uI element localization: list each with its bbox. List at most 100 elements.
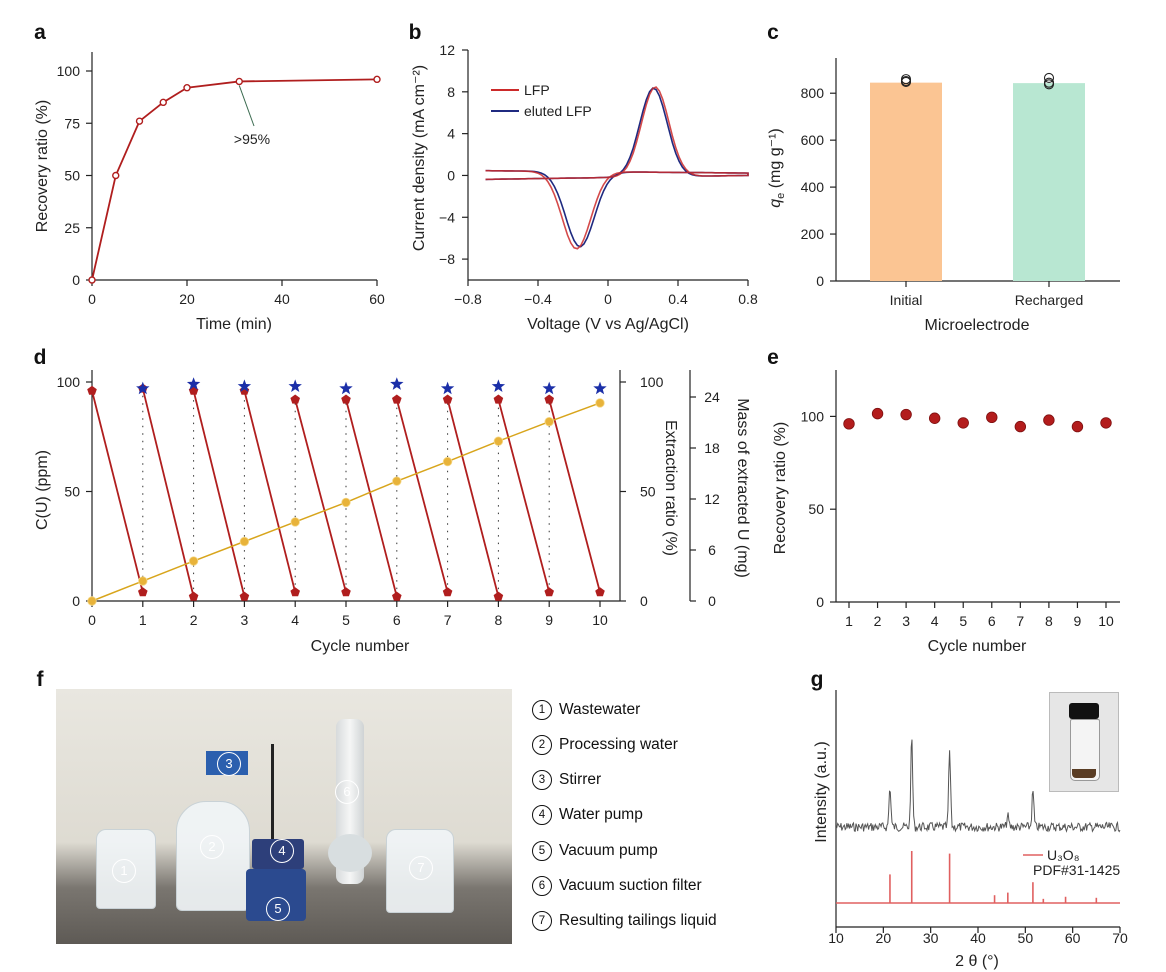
g-xtick-label: 70 <box>1112 930 1128 946</box>
b-xlabel: Voltage (V vs Ag/AgCl) <box>527 316 689 333</box>
a-point <box>135 117 144 125</box>
e-xtick-label: 7 <box>1016 613 1024 629</box>
b-ytick-label: 8 <box>447 84 455 100</box>
d-xtick-label: 1 <box>139 612 147 628</box>
panel-label-b: b <box>409 21 422 44</box>
g-xtick-label: 60 <box>1065 930 1081 946</box>
legend-item-stirrer: 3 Stirrer <box>532 770 601 790</box>
d-concentration-low-point <box>442 587 453 597</box>
d-xtick-label: 0 <box>88 612 96 628</box>
d-concentration-low-point <box>493 591 504 601</box>
vial-powder <box>1072 769 1096 778</box>
d-mass-point <box>493 436 504 446</box>
d-mass-point <box>595 398 605 408</box>
d-concentration-segment <box>548 399 601 593</box>
d-concentration-low-point <box>341 587 351 597</box>
e-ytick-label: 100 <box>801 408 825 424</box>
g-xtick-label: 40 <box>970 930 986 946</box>
c-ytick-label: 0 <box>816 273 824 289</box>
d-concentration-segment <box>294 399 347 593</box>
photo-label-4: 4 <box>270 839 294 863</box>
d-ytick-left-label: 0 <box>72 593 80 609</box>
wastewater-container <box>96 829 156 909</box>
stirrer-stand <box>271 744 274 864</box>
d-mass-point <box>138 576 148 586</box>
d-concentration-high-point <box>493 394 504 404</box>
e-data-point <box>986 411 998 424</box>
a-ytick-label: 75 <box>64 115 80 131</box>
d-concentration-segment <box>395 399 449 593</box>
photo-label-2: 2 <box>200 835 224 859</box>
d-concentration-segment <box>141 388 195 597</box>
c-data-point <box>1043 77 1055 88</box>
d-mass-point <box>290 517 300 527</box>
e-xlabel: Cycle number <box>928 638 1027 655</box>
d-concentration-high-point <box>544 394 554 404</box>
a-series-line <box>91 78 378 281</box>
d-ytick-right2-label: 24 <box>704 389 720 405</box>
d-extraction-star <box>390 377 404 390</box>
d-ylabel-left: C(U) (ppm) <box>34 450 51 530</box>
d-mass-point <box>392 476 402 486</box>
d-mass-point <box>341 497 351 508</box>
e-xtick-label: 6 <box>988 613 996 629</box>
d-concentration-high-point <box>87 385 97 395</box>
b-xtick-label: −0.4 <box>524 291 552 307</box>
e-data-point <box>900 408 912 421</box>
e-xtick-label: 8 <box>1045 613 1053 629</box>
e-data-point <box>1014 420 1027 433</box>
e-data-point <box>1100 417 1112 429</box>
legend-item-water-pump: 4 Water pump <box>532 805 643 825</box>
panel-label-a: a <box>34 21 46 44</box>
d-concentration-low-point <box>595 587 605 597</box>
b-xtick-label: 0.4 <box>668 291 688 307</box>
d-concentration-high-point <box>290 394 300 404</box>
d-mass-point <box>239 536 250 547</box>
d-xtick-label: 2 <box>190 612 198 628</box>
d-ytick-right1-label: 100 <box>640 374 664 390</box>
c-xtick-label-initial: Initial <box>890 292 923 308</box>
g-xlabel: 2 θ (°) <box>955 953 999 970</box>
d-xtick-label: 9 <box>545 612 553 628</box>
a-point <box>235 77 243 86</box>
d-concentration-segment <box>345 399 398 597</box>
b-ytick-label: −4 <box>439 209 455 225</box>
b-xtick-label: 0 <box>604 291 612 307</box>
b-ytick-label: 4 <box>447 126 455 142</box>
photo-label-6: 6 <box>335 780 359 804</box>
d-xtick-label: 8 <box>495 612 503 628</box>
a-point <box>112 171 120 180</box>
d-xtick-label: 6 <box>393 612 401 628</box>
b-legend-label-lfp: LFP <box>524 82 550 98</box>
d-ytick-right2-label: 6 <box>708 542 716 558</box>
photo-label-5: 5 <box>266 897 290 921</box>
a-annotation-leader <box>238 85 255 127</box>
d-ytick-right1-label: 50 <box>640 484 656 500</box>
a-ytick-label: 25 <box>64 220 80 236</box>
d-extraction-star <box>237 379 252 392</box>
panel-label-e: e <box>767 346 779 369</box>
d-mass-point <box>544 416 554 427</box>
a-annotation: >95% <box>234 131 270 147</box>
d-ytick-left-label: 50 <box>64 484 80 500</box>
e-xtick-label: 4 <box>931 613 939 629</box>
c-ytick-label: 800 <box>801 85 825 101</box>
d-xtick-label: 5 <box>342 612 350 628</box>
a-ytick-label: 100 <box>57 63 81 79</box>
d-concentration-low-point <box>544 587 554 597</box>
d-mass-point <box>442 456 453 467</box>
a-point <box>183 84 191 92</box>
e-xtick-label: 9 <box>1074 613 1082 629</box>
a-xtick-label: 0 <box>88 291 96 307</box>
d-mass-point <box>87 596 97 606</box>
g-legend-label: U₃O₈ <box>1047 847 1080 863</box>
c-ylabel: qe (mg g⁻¹) <box>767 128 787 207</box>
e-data-point <box>843 418 855 430</box>
filter-flask-bulb <box>328 834 372 872</box>
g-xtick-label: 50 <box>1018 930 1034 946</box>
photo-label-3: 3 <box>217 752 241 776</box>
d-concentration-segment <box>446 399 500 597</box>
d-extraction-star <box>288 379 302 392</box>
d-xlabel: Cycle number <box>311 638 410 655</box>
d-xtick-label: 7 <box>444 612 452 628</box>
